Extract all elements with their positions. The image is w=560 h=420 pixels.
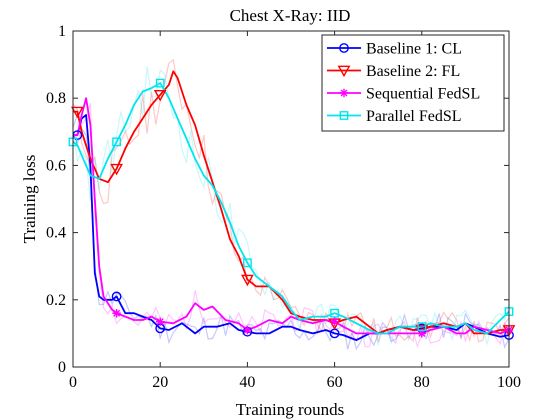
series-marker-3-3: [242, 258, 252, 268]
legend-label-1: Baseline 2: FL: [366, 63, 460, 80]
raw-trace-1: [72, 58, 510, 343]
legend-marker-0: [339, 43, 349, 53]
x-axis-label: Training rounds: [236, 400, 344, 419]
y-tick-label-2: 0.4: [46, 225, 66, 242]
x-tick-label-5: 100: [497, 374, 521, 391]
series-marker-3-4: [330, 308, 339, 318]
x-tick-label-1: 20: [152, 374, 168, 391]
x-tick-label-4: 80: [414, 374, 430, 391]
series-marker-2-2: [243, 325, 252, 335]
raw-loss-traces: [72, 58, 510, 351]
chart-title: Chest X-Ray: IID: [230, 6, 351, 25]
series-marker-2-0: [112, 309, 121, 318]
series-marker-1-3: [241, 274, 254, 287]
raw-trace-3: [72, 66, 510, 346]
x-tick-label-3: 60: [327, 374, 343, 391]
series-marker-3-2: [155, 78, 165, 88]
series-marker-1-0: [70, 106, 84, 119]
raw-trace-0: [72, 112, 510, 351]
y-axis-label: Training loss: [20, 155, 39, 244]
legend-marker-1: [337, 65, 351, 78]
series-marker-2-1: [156, 317, 165, 326]
legend-label-0: Baseline 1: CL: [366, 41, 462, 58]
y-tick-label-4: 0.8: [46, 90, 66, 107]
series-marker-2-4: [417, 329, 426, 338]
series-marker-2-3: [330, 317, 339, 326]
x-tick-label-0: 0: [69, 374, 77, 391]
series-marker-3-1: [112, 137, 122, 147]
legend-label-2: Sequential FedSL: [366, 86, 480, 103]
series-marker-1-1: [110, 163, 123, 176]
legend-label-3: Parallel FedSL: [366, 108, 462, 125]
series-markers: [68, 78, 516, 340]
x-tick-label-2: 40: [239, 374, 255, 391]
y-tick-label-0: 0: [58, 359, 66, 376]
axes: 0 20 40 60 80 100 0 0.2 0.4 0.6 0.8 1: [46, 23, 521, 391]
series-marker-1-2: [153, 89, 167, 102]
series-marker-3-5: [417, 322, 427, 332]
legend: Baseline 1: CL Baseline 2: FL Sequential F…: [321, 34, 505, 132]
legend-marker-2: [339, 88, 349, 98]
series-marker-0-1: [111, 291, 122, 302]
y-tick-label-5: 1: [58, 23, 66, 40]
legend-marker-3: [339, 111, 349, 120]
y-tick-label-3: 0.6: [46, 157, 66, 174]
plot-frame: [72, 30, 510, 368]
y-tick-label-1: 0.2: [46, 292, 66, 309]
raw-trace-2: [72, 103, 510, 349]
